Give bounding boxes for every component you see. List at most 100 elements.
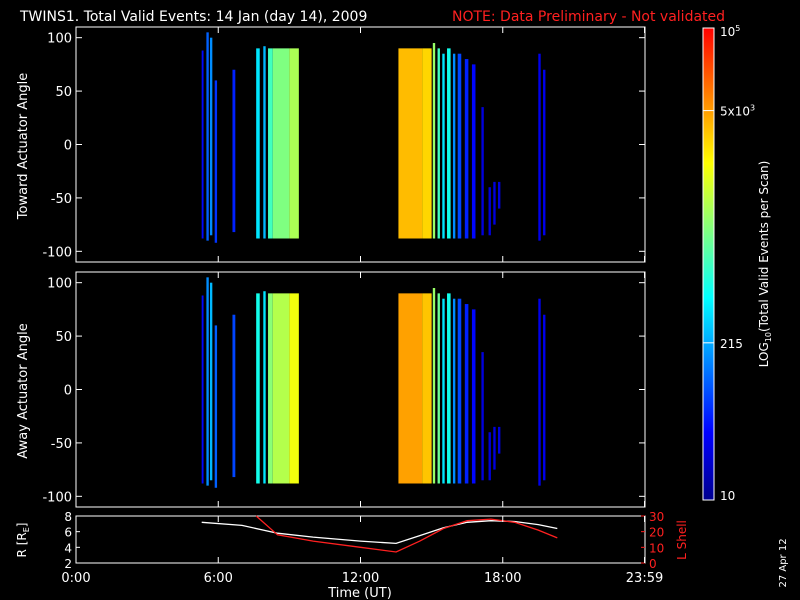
- toward-band-22: [493, 181, 496, 225]
- time-x-axis: 0:00 6:00 12:00 18:00 23:59: [61, 27, 663, 586]
- toward-band-25: [543, 69, 546, 236]
- toward-band-10: [398, 48, 423, 239]
- away-band-3: [214, 325, 218, 488]
- away-ytick-label: -100: [42, 490, 72, 505]
- away-band-7: [268, 293, 273, 484]
- away-band-19: [471, 309, 476, 484]
- toward-band-0: [201, 50, 204, 239]
- xtick-label: 0:00: [61, 571, 90, 586]
- orbit-panel-frame: [75, 515, 646, 564]
- xtick-label: 6:00: [204, 571, 233, 586]
- toward-heatmap: [201, 32, 546, 243]
- toward-band-9: [289, 48, 299, 239]
- away-ytick-label: 100: [47, 277, 72, 292]
- radius-y-label: R [RE]: [15, 523, 31, 558]
- colorbar: [702, 27, 715, 501]
- date-stamp: 27 Apr 12: [778, 538, 789, 587]
- toward-band-18: [464, 59, 469, 239]
- toward-band-19: [471, 64, 476, 239]
- away-band-23: [498, 426, 501, 454]
- colorbar-tick-label: 105: [720, 24, 740, 39]
- toward-panel-frame: [75, 26, 646, 263]
- toward-ytick-label: -100: [42, 245, 72, 260]
- away-y-label: Away Actuator Angle: [16, 323, 31, 458]
- away-band-20: [481, 352, 484, 481]
- lshell-ytick-label: 20: [649, 526, 664, 540]
- toward-y-axis: 100 50 0 -50 -100: [42, 32, 645, 260]
- toward-band-17: [457, 53, 462, 239]
- xtick-label: 12:00: [342, 571, 379, 586]
- away-band-4: [232, 314, 236, 478]
- away-band-17: [457, 298, 462, 484]
- toward-band-12: [432, 43, 436, 239]
- away-band-0: [201, 295, 204, 484]
- away-band-13: [437, 293, 440, 484]
- toward-band-8: [272, 48, 290, 239]
- away-band-24: [538, 298, 541, 486]
- toward-band-6: [263, 46, 266, 239]
- xtick-label: 23:59: [626, 571, 663, 586]
- away-band-9: [289, 293, 299, 484]
- toward-band-24: [538, 53, 541, 241]
- lshell-ytick-label: 10: [649, 541, 664, 555]
- away-band-5: [256, 293, 260, 484]
- toward-band-14: [442, 53, 445, 239]
- away-ytick-label: 0: [64, 384, 72, 399]
- lshell-ytick-label: 0: [649, 557, 657, 571]
- toward-ytick-label: 0: [64, 139, 72, 154]
- away-band-18: [464, 304, 469, 484]
- preliminary-note: NOTE: Data Preliminary - Not validated: [452, 9, 725, 25]
- away-band-8: [272, 293, 290, 484]
- radius-ytick-label: 2: [64, 557, 72, 571]
- away-band-12: [432, 288, 436, 484]
- chart-title: TWINS1. Total Valid Events: 14 Jan (day …: [19, 9, 367, 25]
- lshell-ytick-label: 30: [649, 510, 664, 524]
- xtick-label: 18:00: [484, 571, 521, 586]
- toward-ytick-label: 50: [55, 85, 72, 100]
- away-band-21: [488, 432, 491, 481]
- toward-band-4: [232, 69, 236, 233]
- toward-band-2: [209, 37, 213, 236]
- toward-band-5: [256, 48, 260, 239]
- away-band-10: [398, 293, 423, 484]
- lshell-line: [255, 515, 558, 553]
- away-band-2: [209, 282, 213, 481]
- away-band-22: [493, 426, 496, 470]
- toward-band-11: [422, 48, 432, 239]
- colorbar-tick-label: 215: [720, 337, 743, 351]
- away-y-axis: 100 50 0 -50 -100: [42, 277, 645, 505]
- away-band-16: [452, 298, 456, 484]
- toward-band-15: [447, 48, 451, 239]
- colorbar-tick-label: 5x103: [720, 104, 755, 119]
- radius-ytick-label: 4: [64, 541, 72, 555]
- away-band-11: [422, 293, 432, 484]
- toward-band-3: [214, 80, 218, 243]
- away-band-25: [543, 314, 546, 481]
- colorbar-label: LOG10(Total Valid Events per Scan): [757, 161, 773, 368]
- radius-ytick-label: 8: [64, 510, 72, 524]
- colorbar-tick-label: 10: [720, 489, 735, 503]
- radius-line: [201, 520, 558, 545]
- toward-band-23: [498, 181, 501, 209]
- away-panel-frame: [75, 271, 646, 508]
- toward-y-label: Toward Actuator Angle: [16, 73, 31, 220]
- away-band-14: [442, 298, 445, 484]
- away-band-6: [263, 291, 266, 484]
- away-ytick-label: 50: [55, 330, 72, 345]
- away-band-15: [447, 293, 451, 484]
- toward-band-21: [488, 187, 491, 236]
- away-heatmap: [201, 277, 546, 488]
- colorbar-ticks: 10 215 5x103 105: [703, 24, 755, 503]
- toward-band-1: [206, 32, 209, 241]
- toward-band-13: [437, 48, 440, 239]
- radius-ytick-label: 6: [64, 526, 72, 540]
- toward-band-7: [268, 48, 273, 239]
- lshell-y-label: L Shell: [675, 520, 689, 560]
- away-ytick-label: -50: [51, 437, 72, 452]
- toward-band-16: [452, 53, 456, 239]
- toward-ytick-label: 100: [47, 32, 72, 47]
- away-band-1: [206, 277, 209, 486]
